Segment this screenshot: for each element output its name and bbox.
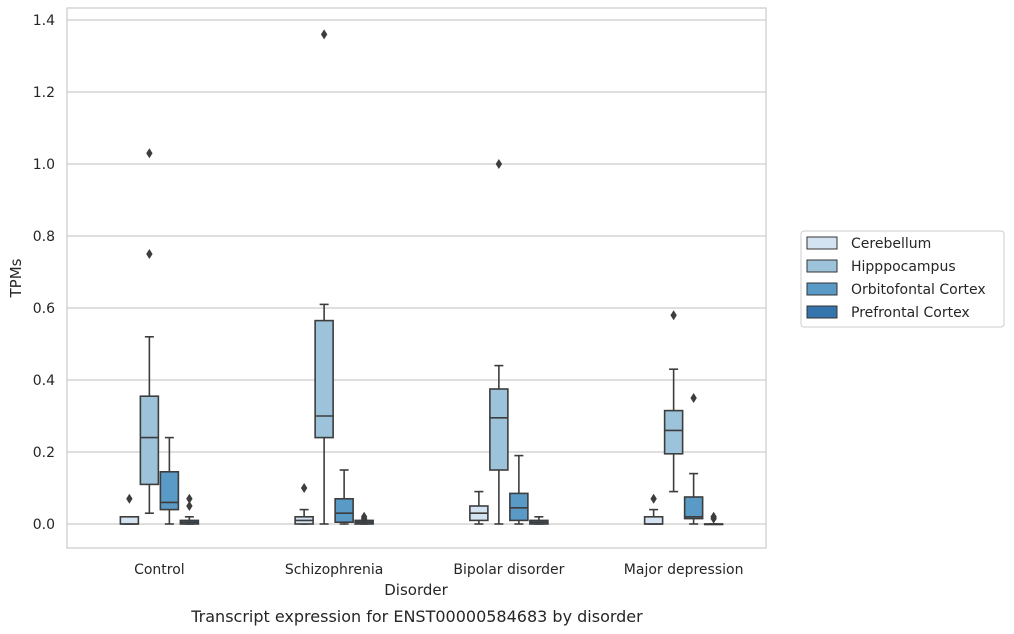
outlier-point (186, 493, 193, 504)
x-tick-label: Control (134, 562, 185, 578)
box-plots (119, 29, 724, 526)
legend-frame (800, 230, 1005, 328)
chart-caption: Transcript expression for ENST0000058468… (190, 607, 643, 626)
y-tick-label: 1.2 (33, 85, 55, 101)
y-tick-label: 1.4 (33, 13, 55, 29)
outlier-point (300, 483, 308, 493)
box-1-2 (334, 469, 354, 525)
box-body (314, 319, 334, 439)
plot-frame (66, 7, 767, 549)
legend-label: Prefrontal Cortex (851, 305, 970, 321)
legend-label: Cerebellum (851, 236, 931, 252)
y-tick-label: 0.2 (33, 445, 55, 461)
box-1-1 (314, 29, 334, 525)
outlier-point (360, 511, 368, 522)
y-tick-label: 0.6 (33, 301, 55, 317)
box-3-3 (703, 511, 724, 526)
outlier-point (650, 493, 657, 504)
outlier-point (320, 29, 328, 40)
box-3-0 (643, 493, 664, 525)
box-1-0 (294, 483, 314, 525)
box-body (159, 470, 180, 511)
x-axis-ticks: Control Schizophrenia Bipolar disorder Majo… (134, 562, 743, 578)
plot-area (67, 8, 766, 548)
outlier-point (495, 159, 503, 169)
box-body (489, 388, 509, 471)
x-tick-label: Bipolar disorder (453, 562, 564, 578)
x-tick-label: Schizophrenia (285, 562, 383, 578)
legend-label: Hipppocampus (851, 259, 956, 275)
box-body (139, 395, 160, 486)
y-tick-label: 0.0 (33, 517, 55, 533)
y-axis-label: TPMs (7, 258, 25, 298)
outlier-point (670, 310, 677, 321)
legend: Cerebellum Hipppocampus Orbitofontal Corte… (800, 230, 1005, 328)
legend-swatch (806, 259, 838, 273)
y-tick-label: 0.4 (33, 373, 55, 389)
x-tick-label: Major depression (624, 562, 744, 578)
outlier-point (126, 493, 133, 504)
legend-label: Orbitofontal Cortex (851, 282, 986, 298)
outlier-point (146, 148, 153, 159)
box-2-1 (489, 159, 509, 525)
box-body (509, 492, 529, 522)
box-0-3 (179, 493, 200, 525)
box-0-2 (159, 436, 180, 525)
outlier-point (690, 393, 697, 403)
y-tick-label: 0.8 (33, 229, 55, 245)
legend-swatch (806, 282, 838, 296)
box-body (683, 496, 704, 520)
box-body (119, 515, 140, 525)
box-1-3 (354, 511, 374, 525)
outlier-point (186, 501, 193, 511)
y-tick-label: 1.0 (33, 157, 55, 173)
grid-lines (67, 19, 766, 525)
x-axis-label: Disorder (384, 581, 448, 599)
legend-swatch (806, 305, 838, 319)
legend-swatch (806, 236, 838, 250)
box-0-0 (119, 493, 140, 525)
outlier-point (710, 511, 717, 522)
box-0-1 (139, 148, 160, 515)
box-body (643, 515, 664, 525)
box-3-1 (663, 310, 684, 493)
box-body (334, 497, 354, 523)
box-3-2 (683, 393, 704, 525)
box-2-3 (529, 515, 549, 525)
box-2-0 (469, 490, 489, 525)
box-2-2 (509, 454, 529, 525)
y-axis-ticks: 0.0 0.2 0.4 0.6 0.8 1.0 1.2 1.4 (33, 13, 55, 533)
outlier-point (146, 249, 153, 259)
box-body (663, 409, 684, 455)
